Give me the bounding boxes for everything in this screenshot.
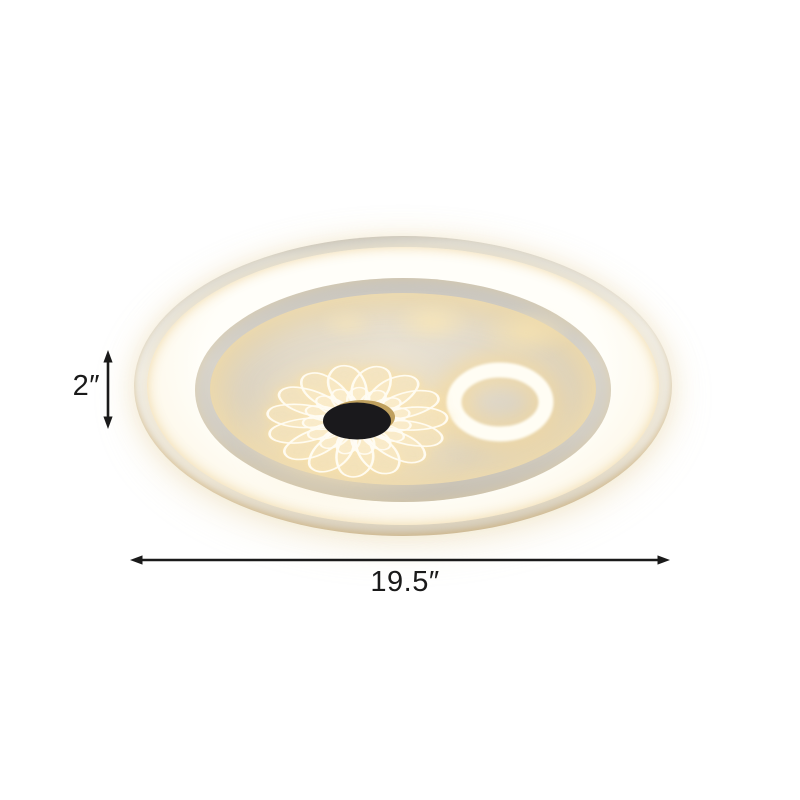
halo-ring bbox=[446, 362, 554, 442]
light-reflection-spot bbox=[392, 300, 472, 344]
flower-center-cap bbox=[323, 402, 391, 440]
width-dimension-arrow-icon bbox=[130, 555, 670, 565]
height-dimension-arrow-icon bbox=[103, 350, 113, 429]
light-reflection-spot bbox=[318, 308, 376, 340]
light-reflection-spot bbox=[478, 308, 574, 358]
height-label: 2″ bbox=[72, 370, 100, 402]
width-label: 19.5″ bbox=[370, 566, 440, 598]
